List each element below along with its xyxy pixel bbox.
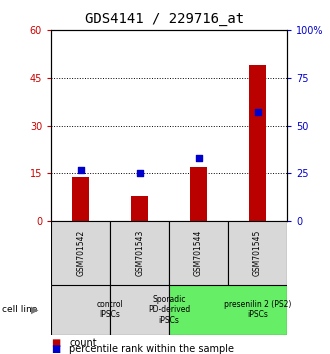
Text: GDS4141 / 229716_at: GDS4141 / 229716_at — [85, 12, 245, 27]
Bar — [131, 196, 148, 221]
Text: Sporadic
PD-derived
iPSCs: Sporadic PD-derived iPSCs — [148, 295, 190, 325]
Bar — [169, 221, 228, 285]
Text: cell line: cell line — [2, 305, 37, 314]
Text: presenilin 2 (PS2)
iPSCs: presenilin 2 (PS2) iPSCs — [224, 300, 291, 319]
Bar — [51, 221, 110, 285]
Text: GSM701544: GSM701544 — [194, 230, 203, 276]
Bar — [169, 285, 287, 335]
Bar — [249, 65, 266, 221]
Bar — [228, 221, 287, 285]
Text: ■: ■ — [51, 338, 60, 348]
Bar — [72, 177, 89, 221]
Point — [137, 171, 142, 176]
Point — [255, 109, 260, 115]
Text: percentile rank within the sample: percentile rank within the sample — [69, 344, 234, 354]
Bar — [110, 221, 169, 285]
Text: GSM701545: GSM701545 — [253, 230, 262, 276]
Bar — [110, 285, 169, 335]
Bar — [190, 167, 208, 221]
Text: GSM701543: GSM701543 — [135, 230, 144, 276]
Text: ▶: ▶ — [31, 305, 38, 315]
Text: ■: ■ — [51, 344, 60, 354]
Point — [78, 167, 83, 172]
Bar — [51, 285, 110, 335]
Text: GSM701542: GSM701542 — [76, 230, 85, 276]
Point — [196, 155, 201, 161]
Text: count: count — [69, 338, 97, 348]
Text: control
IPSCs: control IPSCs — [97, 300, 123, 319]
